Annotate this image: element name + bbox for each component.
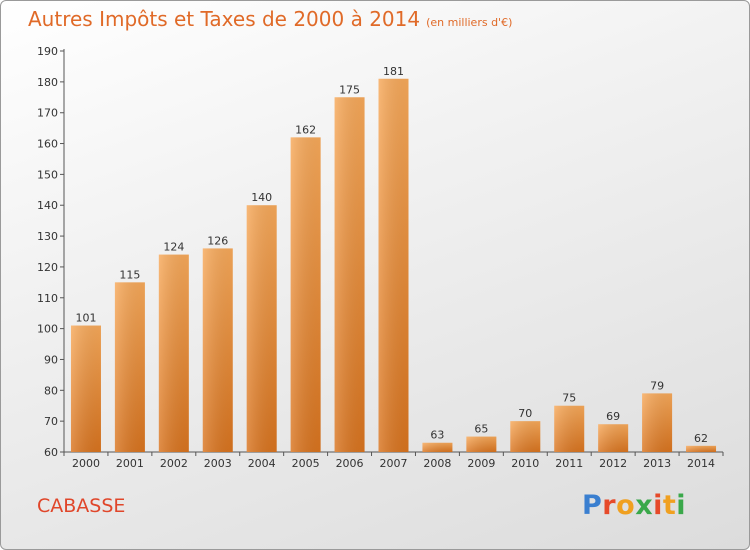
logo-letter: i (676, 490, 687, 521)
bar-shade-2006 (334, 97, 365, 453)
y-tick-label: 150 (37, 168, 58, 181)
data-label: 140 (251, 191, 272, 204)
y-tick-label: 80 (44, 384, 58, 397)
bar-shade-2012 (598, 424, 629, 452)
logo-letter: o (616, 490, 636, 521)
bar-shade-2013 (642, 393, 673, 452)
x-tick-label: 2014 (687, 457, 715, 470)
y-tick-label: 120 (37, 261, 58, 274)
proxiti-logo: Proxiti (582, 490, 686, 521)
y-tick-label: 60 (44, 446, 58, 459)
data-label: 162 (295, 123, 316, 136)
y-tick-label: 160 (37, 138, 58, 151)
y-tick-label: 70 (44, 415, 58, 428)
x-tick-label: 2012 (599, 457, 627, 470)
bar-shade-2001 (114, 282, 145, 452)
bar-shade-2005 (290, 137, 321, 452)
x-tick-label: 2000 (72, 457, 100, 470)
x-tick-label: 2005 (292, 457, 320, 470)
x-tick-label: 2002 (160, 457, 188, 470)
logo-letter: r (602, 490, 617, 521)
data-label: 181 (383, 65, 404, 78)
x-tick-label: 2007 (380, 457, 408, 470)
data-label: 65 (474, 423, 488, 436)
x-tick-label: 2011 (555, 457, 583, 470)
data-label: 124 (163, 241, 184, 254)
chart-title: Autres Impôts et Taxes de 2000 à 2014 (en… (28, 7, 512, 31)
logo-letter: P (582, 490, 603, 521)
y-tick-label: 190 (37, 45, 58, 58)
data-label: 70 (518, 407, 532, 420)
bar-shade-2010 (510, 421, 541, 452)
data-label: 115 (119, 268, 140, 281)
y-tick-label: 100 (37, 323, 58, 336)
logo-letter: i (653, 490, 663, 521)
chart-title-unit: (en milliers d'€) (426, 16, 513, 29)
bar-shade-2004 (246, 205, 277, 452)
chart-labels: 2000 101 2001 115 2002 124 2003 126 2004 140 2005 1… (72, 65, 715, 470)
bar-shade-2002 (158, 254, 189, 452)
data-label: 62 (694, 432, 708, 445)
x-tick-label: 2009 (467, 457, 495, 470)
chart-title-main: Autres Impôts et Taxes de 2000 à 2014 (28, 7, 421, 31)
data-label: 63 (430, 429, 444, 442)
bar-shade-2008 (422, 442, 453, 452)
x-tick-label: 2008 (423, 457, 451, 470)
chart-axes: 60 70 80 90 100 110 120 130 140 150 160 170 180 190 (37, 45, 724, 459)
x-tick-label: 2001 (116, 457, 144, 470)
bar-shade-2011 (554, 405, 585, 452)
data-label: 101 (75, 312, 96, 325)
data-label: 75 (562, 392, 576, 405)
data-label: 69 (606, 410, 620, 423)
bar-shade-2000 (70, 325, 101, 452)
x-tick-label: 2003 (204, 457, 232, 470)
y-tick-label: 170 (37, 107, 58, 120)
logo-letter: t (662, 490, 677, 521)
commune-name: CABASSE (37, 495, 126, 517)
bar-shade-2007 (378, 78, 409, 452)
x-tick-label: 2013 (643, 457, 671, 470)
y-tick-label: 180 (37, 76, 58, 89)
bar-shade-2009 (466, 436, 497, 452)
data-label: 79 (650, 379, 664, 392)
bar-shade-2014 (686, 445, 717, 452)
x-tick-label: 2010 (511, 457, 539, 470)
data-label: 126 (207, 234, 228, 247)
y-tick-label: 90 (44, 353, 58, 366)
y-tick-label: 130 (37, 230, 58, 243)
bar-shade-2003 (202, 248, 233, 452)
x-tick-label: 2004 (248, 457, 276, 470)
logo-letter: x (635, 490, 654, 521)
x-tick-label: 2006 (336, 457, 364, 470)
chart-bars (70, 78, 717, 453)
y-tick-label: 140 (37, 199, 58, 212)
y-tick-label: 110 (37, 292, 58, 305)
data-label: 175 (339, 83, 360, 96)
